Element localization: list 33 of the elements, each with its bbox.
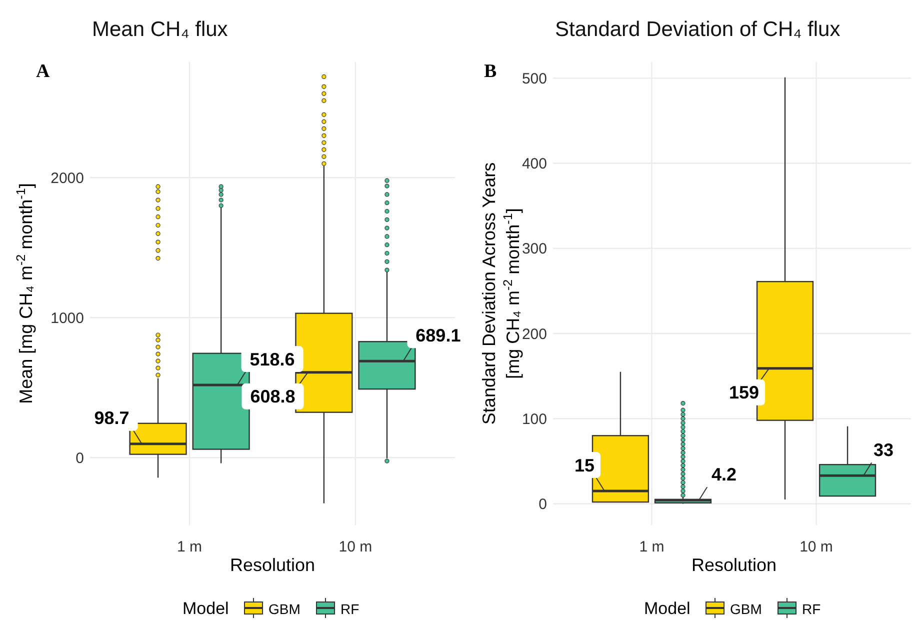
annotation: 98.7 — [94, 408, 130, 428]
chart-title: Mean CH₄ flux — [92, 18, 228, 41]
legend-label: GBM — [730, 601, 762, 617]
y-tick-label: 500 — [522, 70, 547, 88]
y-tick-label: 100 — [522, 410, 547, 428]
x-axis-title: Resolution — [691, 555, 777, 575]
annotation: 33 — [873, 440, 894, 460]
x-tick-label: 1 m — [177, 538, 202, 556]
text: B — [484, 61, 497, 82]
legend-title: Model — [182, 599, 229, 618]
legend-label: RF — [340, 601, 360, 617]
x-tick-label: 1 m — [639, 538, 664, 556]
annotation: 689.1 — [416, 325, 461, 346]
y-tick-label: 1000 — [50, 310, 84, 327]
y-tick-label: 0 — [538, 496, 547, 513]
chart-title: Standard Deviation of CH₄ flux — [555, 18, 841, 41]
x-tick-label: 10 m — [800, 538, 833, 556]
annotation: 608.8 — [250, 386, 296, 407]
y-tick-label: 2000 — [50, 170, 84, 187]
legend-label: RF — [802, 601, 821, 617]
legend-title: Model — [644, 599, 690, 618]
y-tick-label: 300 — [522, 240, 547, 258]
annotation: 518.6 — [250, 349, 295, 370]
annotation: 4.2 — [711, 464, 736, 484]
y-tick-label: 400 — [522, 156, 547, 173]
y-tick-label: 200 — [522, 326, 547, 343]
annotation: 159 — [729, 382, 760, 403]
legend-label: GBM — [268, 601, 300, 617]
y-tick-label: 0 — [76, 450, 84, 467]
x-axis-title: Resolution — [230, 555, 316, 575]
x-tick-label: 10 m — [338, 538, 372, 556]
annotation: 15 — [574, 455, 595, 476]
text: A — [36, 61, 50, 82]
